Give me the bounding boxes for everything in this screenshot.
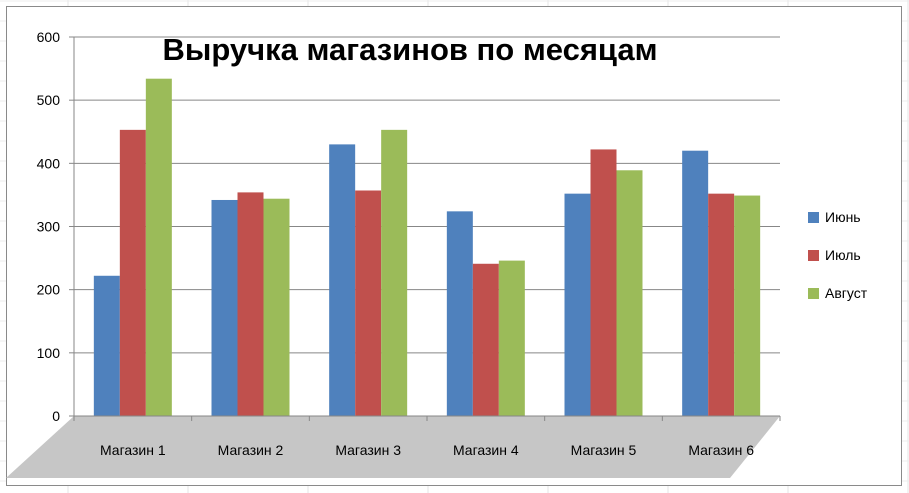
bar-1-3: [329, 144, 356, 416]
y-tick-label: 400: [37, 155, 61, 171]
legend-swatch-july: [808, 249, 819, 261]
x-tick-label: Магазин 4: [453, 442, 519, 458]
bar-1-5: [564, 193, 591, 416]
bar-3-3: [381, 129, 408, 417]
y-tick-label: 600: [37, 29, 61, 45]
bar-1-4: [446, 211, 473, 416]
legend-label-july: Июль: [825, 247, 861, 263]
bar-2-5: [590, 149, 617, 417]
bar-2-2: [237, 192, 264, 416]
bar-2-6: [708, 193, 735, 416]
y-tick-label: 100: [37, 345, 61, 361]
axes: 0 100 200 300 400 500 600 Магазин 1 Магазин 2 Маг…: [37, 29, 781, 458]
bar-1-6: [682, 150, 709, 416]
floor-3d-shadow: [6, 416, 780, 478]
bar-3-2: [263, 198, 290, 416]
x-tick-label: Магазин 1: [100, 442, 166, 458]
bar-3-4: [498, 260, 525, 416]
bar-2-3: [355, 190, 382, 416]
bar-2-1: [119, 129, 146, 417]
x-tick-label: Магазин 2: [218, 442, 284, 458]
bar-3-6: [734, 195, 761, 416]
bar-2-4: [472, 263, 499, 416]
legend-swatch-june: [808, 211, 819, 223]
bar-1-2: [211, 199, 238, 416]
bars: [93, 78, 761, 417]
x-tick-label: Магазин 6: [688, 442, 754, 458]
x-tick-label: Магазин 3: [335, 442, 401, 458]
legend-label-june: Июнь: [825, 209, 861, 225]
y-tick-label: 500: [37, 92, 61, 108]
bar-1-1: [93, 275, 120, 416]
y-tick-label: 0: [52, 408, 60, 424]
chart-title: Выручка магазинов по месяцам: [162, 32, 658, 67]
y-tick-label: 300: [37, 219, 61, 235]
legend-swatch-august: [808, 287, 819, 299]
y-tick-label: 200: [37, 282, 61, 298]
legend-label-august: Август: [825, 285, 868, 301]
legend-item-july: Июль: [808, 236, 867, 274]
bar-3-1: [145, 78, 172, 416]
legend-item-august: Август: [808, 274, 867, 312]
legend-item-june: Июнь: [808, 198, 867, 236]
bar-3-5: [616, 170, 643, 416]
legend[interactable]: Июнь Июль Август: [808, 198, 867, 312]
x-tick-label: Магазин 5: [571, 442, 637, 458]
gridlines: [74, 36, 780, 354]
